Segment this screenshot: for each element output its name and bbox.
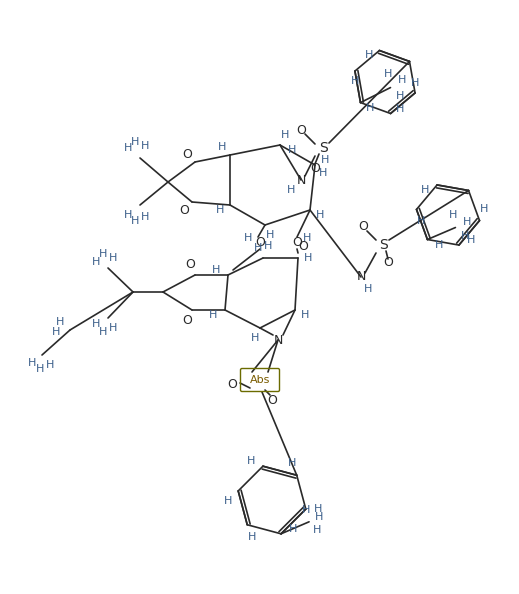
Text: O: O [179,204,189,216]
Text: H: H [351,76,359,86]
Text: H: H [366,103,375,113]
Text: H: H [36,364,44,374]
Text: H: H [467,235,475,245]
Text: H: H [109,253,117,263]
Text: H: H [316,210,324,220]
Text: S: S [319,141,327,155]
Text: O: O [182,147,192,160]
Text: H: H [384,68,393,78]
Text: H: H [131,137,139,147]
Text: H: H [92,257,100,267]
Text: H: H [124,143,132,153]
Text: H: H [92,319,100,329]
Text: H: H [411,78,419,88]
Text: H: H [264,241,272,251]
Text: N: N [274,333,283,346]
Text: H: H [449,210,458,220]
Text: H: H [397,103,405,113]
Text: H: H [99,249,107,259]
Text: H: H [288,145,296,155]
Text: H: H [319,168,327,178]
Text: H: H [435,239,444,249]
Text: H: H [313,504,322,514]
Text: H: H [212,265,220,275]
Text: O: O [255,236,265,249]
Text: O: O [267,393,277,406]
Text: O: O [298,239,308,252]
Text: O: O [185,258,195,271]
Text: O: O [310,162,320,175]
Text: H: H [301,310,309,320]
Text: N: N [357,270,366,283]
Text: O: O [182,314,192,327]
Text: H: H [321,155,329,165]
Text: H: H [124,210,132,220]
Text: H: H [248,532,256,542]
Text: H: H [141,212,149,222]
Text: H: H [224,496,233,506]
Text: N: N [296,173,306,187]
Text: H: H [28,358,36,368]
Text: H: H [288,458,296,468]
Text: H: H [131,216,139,226]
Text: H: H [304,253,312,263]
Text: H: H [56,317,64,327]
Text: H: H [109,323,117,333]
Text: H: H [461,230,470,241]
Text: H: H [303,233,311,243]
Text: H: H [463,217,472,226]
Text: H: H [313,525,321,535]
Text: H: H [247,456,255,466]
Text: O: O [383,257,393,270]
Text: H: H [365,50,374,61]
Text: H: H [281,130,289,140]
Text: H: H [266,230,274,240]
Text: O: O [358,220,368,233]
Text: H: H [398,75,407,84]
Text: H: H [315,512,323,522]
Text: H: H [218,142,226,152]
Text: H: H [244,233,252,243]
Text: H: H [287,185,295,195]
Text: H: H [421,185,429,195]
Text: H: H [289,524,297,534]
Text: H: H [251,333,259,343]
Text: H: H [99,327,107,337]
Text: H: H [141,141,149,151]
Text: H: H [254,243,262,253]
Text: Abs: Abs [250,375,270,385]
Text: H: H [397,90,405,100]
Text: O: O [296,124,306,137]
Text: H: H [480,204,489,214]
Text: S: S [379,238,387,252]
Text: O: O [227,378,237,391]
Text: H: H [216,205,224,215]
Text: H: H [417,216,426,226]
Text: H: H [364,284,372,294]
Text: H: H [209,310,217,320]
Text: H: H [302,505,310,515]
Text: H: H [46,360,54,370]
Text: O: O [292,236,302,249]
Text: H: H [52,327,60,337]
